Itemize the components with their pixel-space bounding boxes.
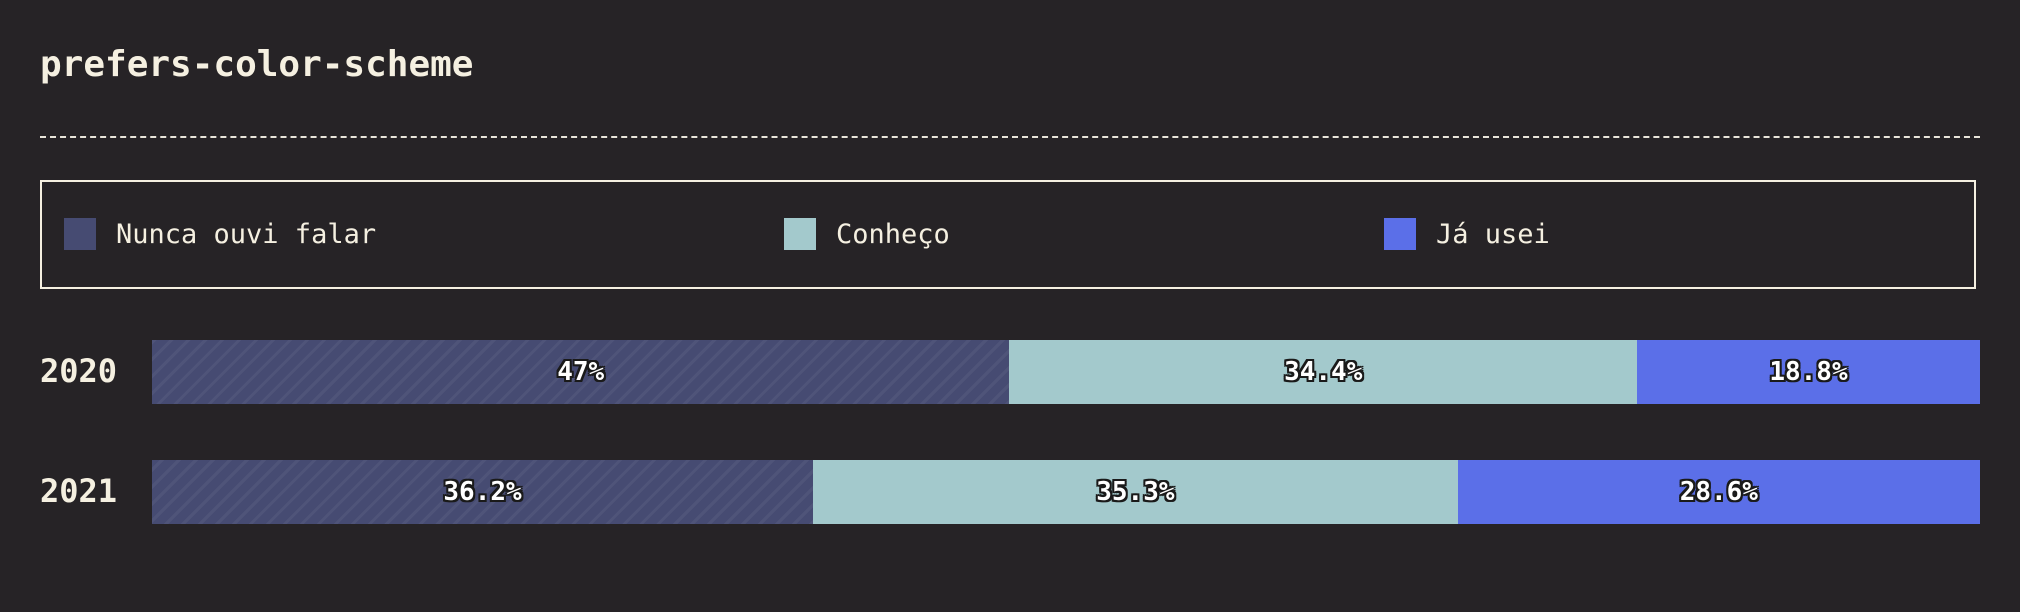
data-label-2021-ja-usei: 28.6% [1679, 477, 1758, 507]
data-label-2020-conheco: 34.4% [1284, 357, 1363, 387]
data-label-2020-ja-usei: 18.8% [1769, 357, 1848, 387]
legend-swatch-conheco [784, 218, 816, 250]
legend-item-nunca-ouvi-falar: Nunca ouvi falar [64, 218, 376, 250]
row-label-2021: 2021 [40, 472, 118, 510]
bar-row-2021: 36.2% 35.3% 28.6% [152, 460, 1980, 524]
legend-label-conheco: Conheço [836, 218, 950, 250]
legend-label-nunca-ouvi-falar: Nunca ouvi falar [116, 218, 377, 250]
legend: Nunca ouvi falar Conheço Já usei [40, 180, 1976, 289]
chart-title: prefers-color-scheme [40, 44, 474, 85]
legend-swatch-nunca-ouvi-falar [64, 218, 96, 250]
bar-2021-ja-usei: 28.6% [1457, 460, 1980, 524]
bar-2021-conheco: 35.3% [813, 460, 1458, 524]
legend-label-ja-usei: Já usei [1436, 218, 1550, 250]
legend-item-conheco: Conheço [784, 218, 950, 250]
bar-row-2020: 47% 34.4% 18.8% [152, 340, 1980, 404]
bar-2020-nunca-ouvi-falar: 47% [152, 340, 1010, 404]
bar-2020-conheco: 34.4% [1009, 340, 1637, 404]
data-label-2021-conheco: 35.3% [1096, 477, 1175, 507]
bar-2020-ja-usei: 18.8% [1637, 340, 1980, 404]
legend-swatch-ja-usei [1384, 218, 1416, 250]
bar-2021-nunca-ouvi-falar: 36.2% [152, 460, 814, 524]
data-label-2021-nunca-ouvi-falar: 36.2% [443, 477, 522, 507]
title-divider [40, 136, 1980, 138]
row-label-2020: 2020 [40, 352, 118, 390]
legend-item-ja-usei: Já usei [1384, 218, 1550, 250]
data-label-2020-nunca-ouvi-falar: 47% [557, 357, 605, 387]
